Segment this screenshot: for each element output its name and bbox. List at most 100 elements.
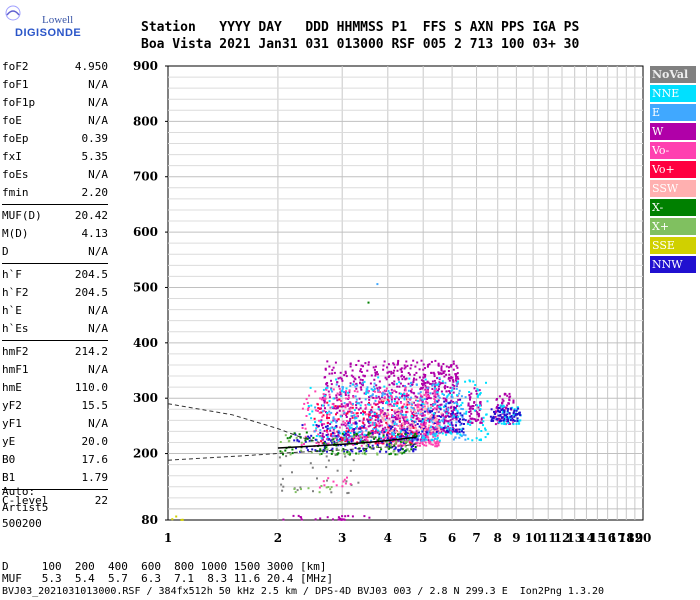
echo-point: [396, 404, 399, 407]
param-name: yF1: [2, 417, 22, 430]
echo-point: [381, 392, 384, 395]
echo-point: [364, 362, 367, 365]
echo-point: [442, 397, 445, 400]
echo-point: [453, 387, 456, 390]
echo-point: [352, 395, 355, 398]
echo-point: [388, 446, 391, 449]
dashed-model-curve: [167, 443, 421, 461]
echo-point: [385, 429, 387, 432]
echo-point: [343, 450, 346, 453]
echo-point: [453, 416, 456, 418]
param-value: 2.20: [81, 186, 109, 199]
echo-point: [340, 436, 342, 439]
echo-point: [390, 370, 393, 373]
echo-point: [347, 436, 350, 439]
echo-point: [467, 404, 470, 407]
echo-point: [402, 424, 405, 427]
echo-point: [447, 402, 450, 405]
echo-point: [456, 412, 459, 415]
echo-point: [365, 434, 368, 437]
echo-point: [378, 450, 381, 453]
echo-point: [446, 386, 449, 388]
echo-point: [456, 414, 459, 417]
echo-point: [449, 423, 452, 426]
echo-point: [308, 413, 311, 416]
echo-point: [513, 415, 516, 418]
echo-point: [373, 387, 376, 390]
echo-point: [430, 431, 433, 434]
echo-point: [382, 430, 384, 433]
echo-point: [452, 414, 455, 417]
echo-point: [380, 421, 383, 423]
echo-point: [337, 433, 340, 436]
y-tick-label: 600: [133, 225, 158, 239]
echo-point: [405, 429, 408, 432]
echo-point: [312, 436, 315, 439]
echo-point: [457, 398, 460, 401]
echo-point: [342, 448, 345, 450]
echo-point: [418, 425, 421, 428]
echo-point: [401, 440, 404, 443]
echo-point: [350, 435, 353, 438]
echo-point: [408, 377, 411, 380]
echo-point: [479, 392, 482, 394]
legend-item-vo-: Vo+: [650, 161, 696, 178]
echo-point: [448, 366, 450, 369]
echo-point: [420, 386, 423, 389]
echo-point: [332, 480, 335, 483]
echo-point: [349, 417, 352, 420]
echo-point: [401, 427, 404, 430]
echo-point: [398, 417, 401, 420]
echo-point: [359, 407, 362, 410]
echo-point: [411, 420, 414, 423]
echo-point: [430, 371, 433, 374]
echo-point: [385, 400, 388, 403]
echo-point: [449, 392, 451, 395]
echo-point: [387, 413, 390, 416]
echo-point: [511, 417, 514, 420]
echo-point: [407, 394, 410, 397]
echo-point: [391, 433, 394, 436]
echo-point: [392, 433, 395, 436]
echo-point: [348, 419, 351, 422]
echo-point: [438, 421, 441, 424]
echo-point: [501, 401, 504, 404]
echo-point: [360, 371, 363, 373]
echo-point: [451, 386, 454, 389]
echo-point: [460, 407, 463, 410]
echo-point: [410, 391, 413, 394]
echo-point: [397, 361, 399, 364]
echo-point: [338, 409, 341, 412]
echo-point: [422, 419, 424, 422]
echo-point: [368, 396, 371, 398]
x-tick-label: 18: [618, 531, 635, 545]
echo-point: [406, 438, 409, 441]
echo-point: [324, 393, 327, 396]
echo-point: [434, 399, 437, 402]
echo-point: [441, 413, 443, 416]
auto-version: 500200: [2, 517, 42, 530]
echo-point: [384, 412, 387, 415]
echo-point: [452, 362, 455, 365]
echo-point: [469, 410, 472, 413]
echo-point: [399, 426, 402, 429]
echo-point: [424, 388, 427, 391]
param-name: foEp: [2, 132, 29, 145]
echo-point: [422, 376, 425, 379]
echo-point: [400, 401, 403, 404]
echo-point: [401, 405, 404, 408]
param-value: 110.0: [74, 381, 108, 394]
echo-point: [333, 371, 336, 374]
echo-point: [299, 486, 302, 489]
echo-point: [328, 438, 331, 441]
echo-point: [439, 408, 442, 411]
logo-name: DIGISONDE: [15, 27, 82, 39]
echo-point: [346, 492, 349, 495]
param-value: 5.35: [81, 150, 109, 163]
param-row: hmE 110.0: [2, 379, 108, 397]
echo-point: [305, 415, 308, 417]
echo-point: [344, 404, 347, 407]
echo-point: [324, 447, 327, 450]
echo-point: [380, 410, 383, 413]
echo-point: [512, 399, 515, 402]
